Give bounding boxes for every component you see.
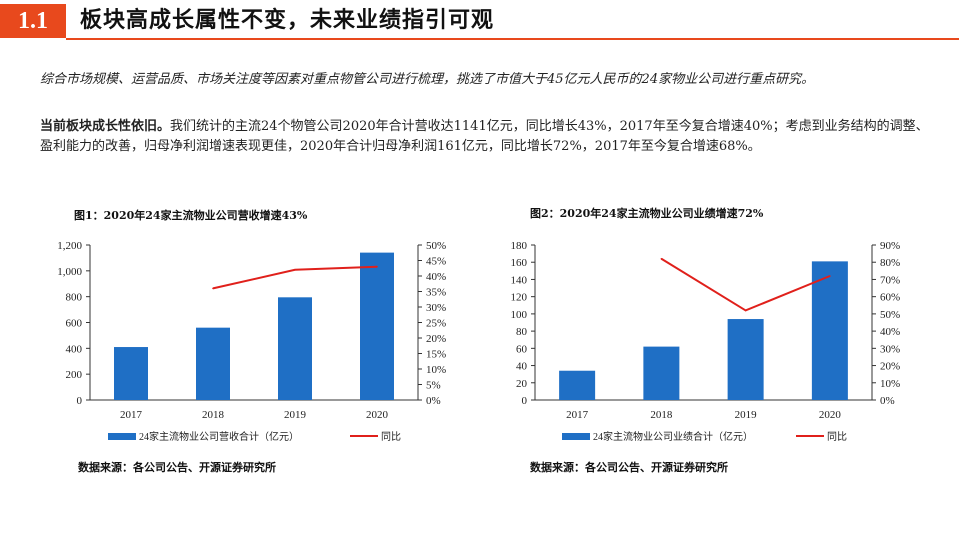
chart2-right-tick-label: 70% xyxy=(880,274,900,286)
chart1-x-tick-label: 2017 xyxy=(120,409,143,421)
chart2-left-tick-label: 20 xyxy=(516,378,528,390)
chart2-bar-2017 xyxy=(559,370,596,400)
chart2-right-tick-label: 40% xyxy=(880,326,900,338)
chart2-right-tick-label: 80% xyxy=(880,257,900,269)
chart1-right-tick-label: 35% xyxy=(426,287,446,299)
header-divider xyxy=(66,38,959,40)
growth-paragraph-lead: 当前板块成长性依旧。 xyxy=(40,119,171,134)
chart2-legend-bar-swatch xyxy=(562,433,590,440)
chart2-right-tick-label: 10% xyxy=(880,378,900,390)
chart1-left-tick-label: 200 xyxy=(66,369,83,381)
section-header: 1.1 板块高成长属性不变，未来业绩指引可观 xyxy=(0,0,959,40)
chart2-yoy-point-2020 xyxy=(829,275,831,277)
chart2-right-tick-label: 90% xyxy=(880,240,900,252)
chart1-legend-line-label: 同比 xyxy=(381,431,401,443)
chart2-left-tick-label: 140 xyxy=(511,274,528,286)
chart1-left-tick-label: 800 xyxy=(66,292,83,304)
chart1-bar-2018 xyxy=(196,327,230,400)
chart1-legend-bar-label: 24家主流物业公司营收合计（亿元） xyxy=(139,430,299,443)
chart2-right-tick-label: 0% xyxy=(880,395,895,407)
chart1-right-tick-label: 20% xyxy=(426,333,446,345)
chart2-left-tick-label: 100 xyxy=(511,309,528,321)
chart1-bar-2019 xyxy=(278,297,312,400)
chart1-x-tick-label: 2020 xyxy=(366,409,389,421)
growth-paragraph-body: 我们统计的主流24个物管公司2020年合计营收达1141亿元，同比增长43%，2… xyxy=(40,119,929,154)
chart1-legend-bar-swatch xyxy=(108,433,136,440)
chart2-left-tick-label: 120 xyxy=(511,292,528,304)
chart1-left-tick-label: 0 xyxy=(77,395,83,407)
section-number: 1.1 xyxy=(0,4,66,38)
chart2-right-tick-label: 60% xyxy=(880,292,900,304)
chart2-bar-2020 xyxy=(811,261,848,400)
chart2-yoy-point-2019 xyxy=(744,309,747,312)
chart1-yoy-point-2019 xyxy=(294,269,296,271)
chart2-yoy-line xyxy=(660,257,831,312)
chart1-right-tick-label: 10% xyxy=(426,364,446,376)
chart1-yoy-point-2020 xyxy=(376,265,378,268)
chart1-right-tick-label: 5% xyxy=(426,380,441,392)
section-title: 板块高成长属性不变，未来业绩指引可观 xyxy=(80,8,495,33)
chart2-right-tick-label: 50% xyxy=(880,309,900,321)
chart2-x-tick-label: 2019 xyxy=(735,409,758,421)
chart1-caption: 图1：2020年24家主流物业公司营收增速43% xyxy=(74,209,308,222)
chart2-profit: 0 20 40 60 80 100 120 140 160 180 0% 10% 20% 30% 40% 50… xyxy=(511,240,901,443)
chart1-right-tick-label: 45% xyxy=(426,256,446,268)
chart2-left-tick-label: 40 xyxy=(516,361,528,373)
chart2-yoy-point-2018 xyxy=(660,257,663,260)
chart1-left-tick-label: 1,200 xyxy=(57,240,82,252)
chart1-right-tick-label: 50% xyxy=(426,240,446,252)
chart1-bar-2020 xyxy=(360,252,394,400)
chart2-legend-bar-label: 24家主流物业公司业绩合计（亿元） xyxy=(593,430,753,443)
chart1-left-tick-label: 1,000 xyxy=(57,266,82,278)
chart1-right-tick-label: 0% xyxy=(426,395,441,407)
chart2-x-tick-label: 2020 xyxy=(819,409,842,421)
chart2-x-tick-label: 2017 xyxy=(566,409,589,421)
chart2-left-tick-label: 0 xyxy=(522,395,528,407)
chart2-x-tick-label: 2018 xyxy=(650,409,673,421)
chart2-left-tick-label: 60 xyxy=(516,343,528,355)
chart2-right-tick-label: 20% xyxy=(880,361,900,373)
chart1-left-tick-label: 400 xyxy=(66,343,83,355)
chart2-legend-line-label: 同比 xyxy=(827,431,847,443)
chart2-left-tick-label: 80 xyxy=(516,326,528,338)
chart2-left-tick-label: 160 xyxy=(511,257,528,269)
chart1-bar-2017 xyxy=(114,347,148,400)
chart1-right-tick-label: 40% xyxy=(426,271,446,283)
chart2-caption: 图2：2020年24家主流物业公司业绩增速72% xyxy=(530,207,764,220)
chart1-revenue: 0 200 400 600 800 1,000 1,200 0% 5% 10% 15% 20% 25% 3… xyxy=(57,240,446,443)
chart2-bar-2018 xyxy=(643,346,680,400)
chart1-right-tick-label: 15% xyxy=(426,349,446,361)
chart1-right-tick-label: 30% xyxy=(426,302,446,314)
chart1-right-tick-label: 25% xyxy=(426,318,446,330)
chart1-x-tick-label: 2018 xyxy=(202,409,225,421)
intro-paragraph: 综合市场规模、运营品质、市场关注度等因素对重点物管公司进行梳理，挑选了市值大于4… xyxy=(40,72,815,87)
chart2-right-tick-label: 30% xyxy=(880,343,900,355)
chart1-yoy-point-2018 xyxy=(212,287,214,290)
chart1-x-tick-label: 2019 xyxy=(284,409,307,421)
growth-paragraph: 当前板块成长性依旧。我们统计的主流24个物管公司2020年合计营收达1141亿元… xyxy=(40,117,930,157)
chart1-source: 数据来源：各公司公告、开源证券研究所 xyxy=(78,461,276,474)
chart1-left-tick-label: 600 xyxy=(66,318,83,330)
chart2-bar-2019 xyxy=(727,319,764,400)
chart2-source: 数据来源：各公司公告、开源证券研究所 xyxy=(530,461,728,474)
chart2-left-tick-label: 180 xyxy=(511,240,528,252)
